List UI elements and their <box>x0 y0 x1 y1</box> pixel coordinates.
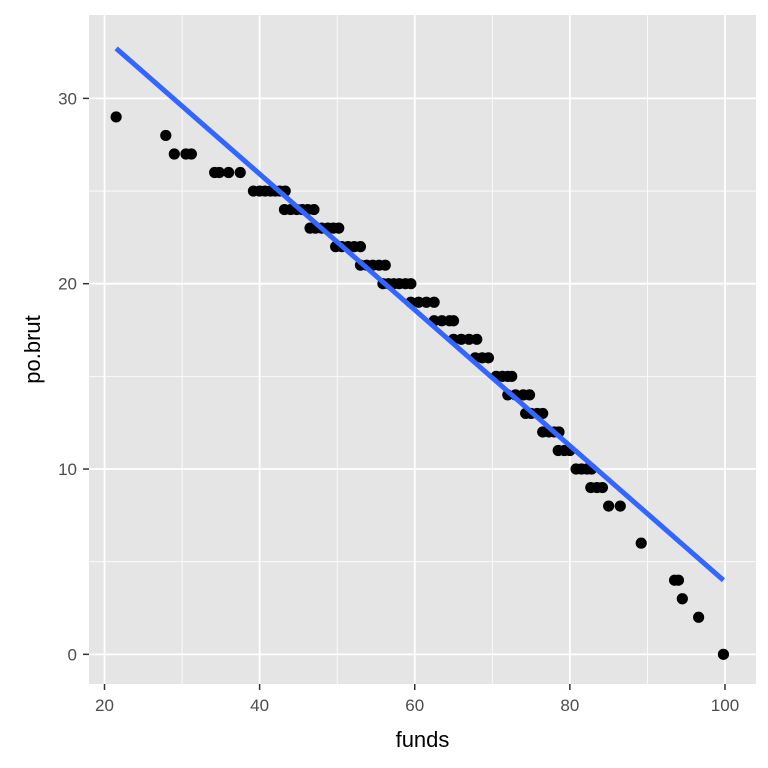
data-point <box>676 593 688 605</box>
minor-gridlines <box>89 15 756 684</box>
data-point <box>110 111 122 123</box>
data-point <box>413 296 425 308</box>
regression-line-group <box>114 46 726 583</box>
data-point <box>428 296 440 308</box>
data-point <box>693 611 705 623</box>
data-point <box>482 352 495 364</box>
data-point <box>185 148 197 160</box>
data-point <box>405 278 417 290</box>
data-point <box>672 574 685 586</box>
data-point <box>213 166 225 179</box>
x-tick-label: 20 <box>95 696 114 715</box>
regression-line <box>114 46 726 583</box>
x-tick-labels: 20 40 60 80 100 <box>95 696 739 715</box>
data-point <box>455 333 467 345</box>
data-point <box>436 315 448 327</box>
data-point <box>354 241 367 253</box>
data-point <box>614 500 626 512</box>
major-gridlines <box>89 15 756 684</box>
x-tick-label: 80 <box>560 696 579 715</box>
data-point <box>333 222 345 234</box>
data-point <box>596 481 609 494</box>
data-point <box>223 166 235 179</box>
data-point <box>635 537 647 549</box>
x-tick-label: 100 <box>711 696 739 715</box>
data-point <box>717 648 730 660</box>
y-tick-labels: 0 10 20 30 <box>58 89 77 664</box>
data-point <box>463 333 475 345</box>
data-point <box>523 389 536 401</box>
data-point <box>506 370 518 382</box>
data-point <box>379 259 391 271</box>
data-point <box>447 315 460 327</box>
x-tick-label: 60 <box>405 696 424 715</box>
data-point <box>471 333 483 345</box>
data-point <box>234 166 246 179</box>
data-point <box>420 296 432 308</box>
data-point <box>160 129 172 142</box>
y-tick-label: 20 <box>58 275 77 294</box>
data-point <box>603 500 615 512</box>
plot-panel <box>89 15 756 684</box>
data-point <box>308 203 320 216</box>
data-point <box>168 148 180 160</box>
y-tick-label: 0 <box>68 645 77 664</box>
y-tick-label: 10 <box>58 460 77 479</box>
y-axis-title: po.brut <box>20 315 45 384</box>
axis-ticks <box>83 97 726 690</box>
y-tick-label: 30 <box>58 89 77 108</box>
x-axis-title: funds <box>396 727 450 752</box>
x-tick-label: 40 <box>250 696 269 715</box>
